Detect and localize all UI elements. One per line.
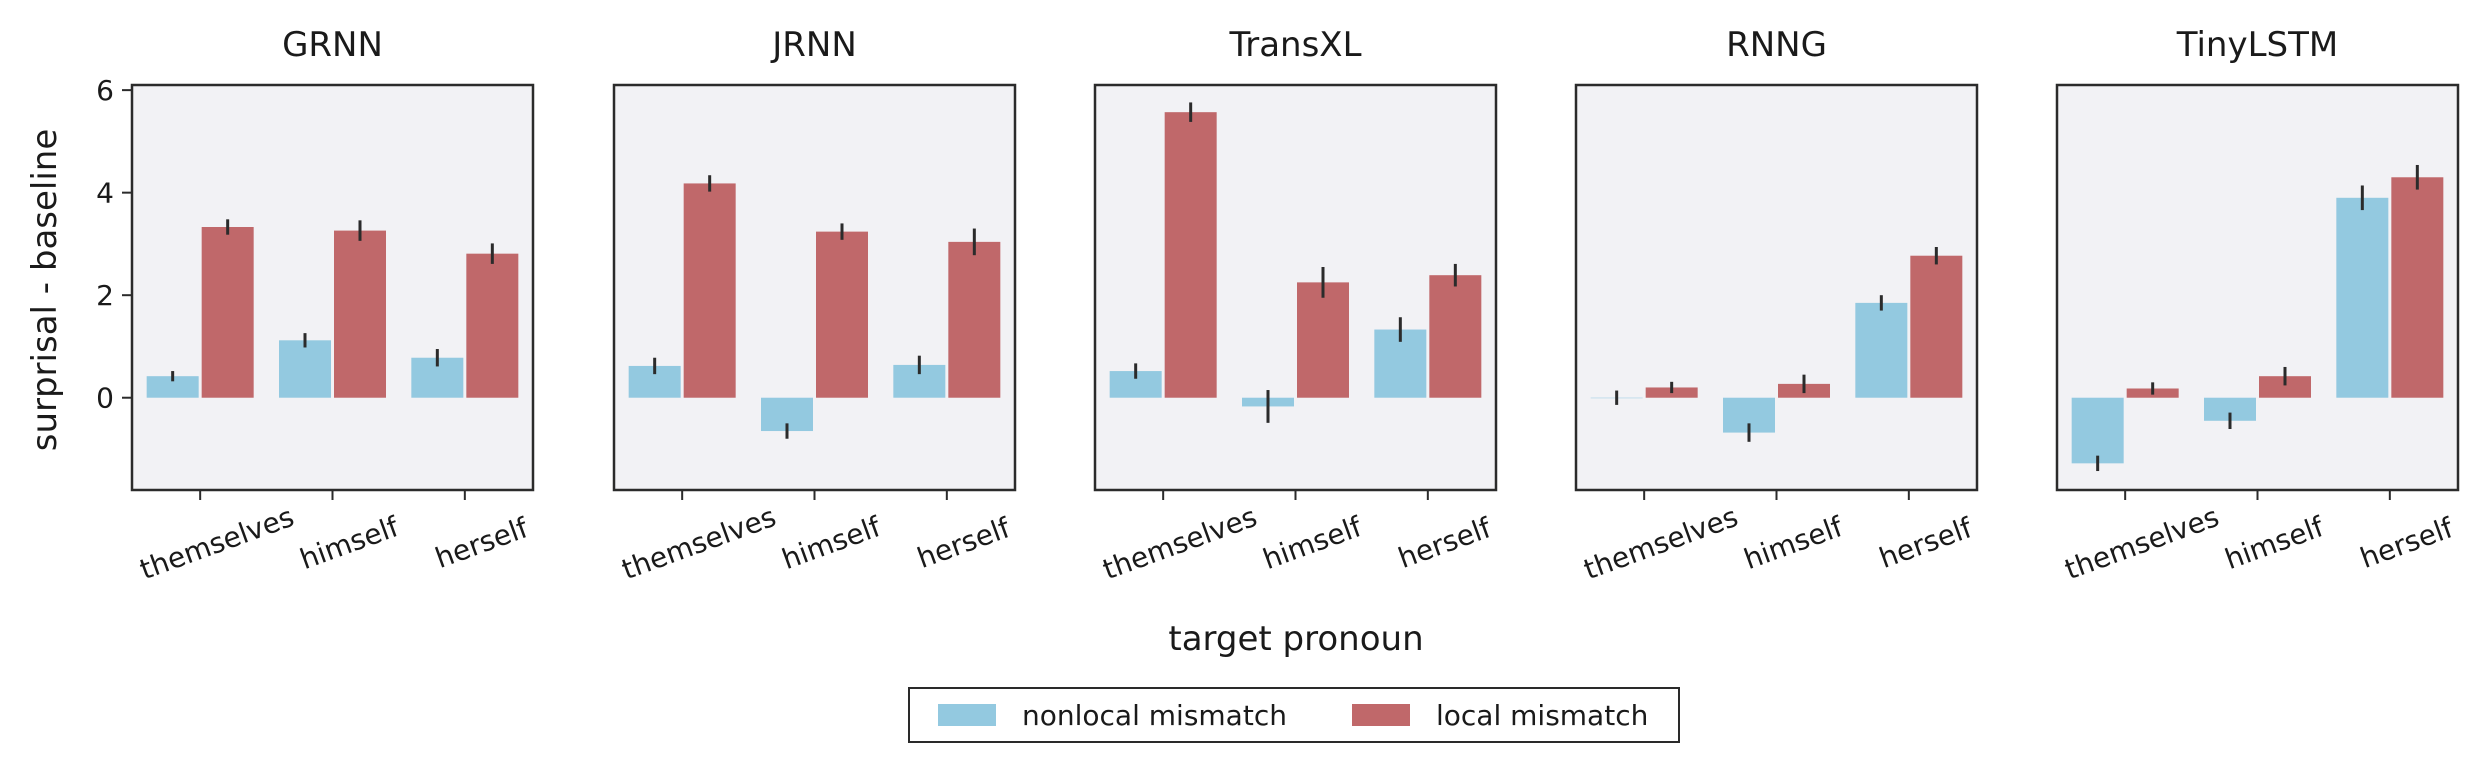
bar-local-himself xyxy=(2259,376,2311,398)
plot-area xyxy=(132,85,533,490)
legend-label-nonlocal: nonlocal mismatch xyxy=(1022,698,1287,732)
bar-local-herself xyxy=(1429,275,1482,398)
plot-area xyxy=(1576,85,1977,490)
legend-item-nonlocal: nonlocal mismatch xyxy=(938,689,1287,741)
y-tick-label: 6 xyxy=(96,74,114,107)
x-tick-label: themselves xyxy=(136,500,299,586)
y-tick-label: 2 xyxy=(96,279,114,312)
legend-item-local: local mismatch xyxy=(1352,689,1648,741)
bar-nonlocal-himself xyxy=(2204,397,2256,421)
legend-swatch-local xyxy=(1352,704,1410,726)
panel-title: JRNN xyxy=(770,25,857,65)
panel-frame xyxy=(1093,83,1498,492)
y-tick-label: 0 xyxy=(96,382,114,415)
x-tick-label: himself xyxy=(2221,510,2329,576)
bar-local-themselves xyxy=(201,227,254,398)
legend-swatch-nonlocal xyxy=(938,704,996,726)
bar-nonlocal-themselves xyxy=(2071,397,2124,464)
bar-local-himself xyxy=(1297,282,1349,398)
x-tick-label: himself xyxy=(778,510,886,576)
x-tick-label: herself xyxy=(913,511,1016,575)
bar-local-themselves xyxy=(683,183,736,398)
x-tick-label: herself xyxy=(431,511,534,575)
plot-area xyxy=(614,85,1015,490)
panel-frame xyxy=(130,83,535,492)
bar-nonlocal-herself xyxy=(2336,197,2389,398)
plot-area xyxy=(1095,85,1496,490)
x-tick-label: himself xyxy=(1259,510,1367,576)
x-tick-label: themselves xyxy=(618,500,781,586)
panel-title: TinyLSTM xyxy=(2176,25,2338,65)
bar-local-themselves xyxy=(1164,112,1217,398)
y-axis-label: surprisal - baseline xyxy=(25,129,65,452)
panel-title: GRNN xyxy=(282,25,383,65)
bar-local-herself xyxy=(1910,255,1963,398)
x-tick-label: herself xyxy=(1875,511,1978,575)
x-tick-label: himself xyxy=(296,510,404,576)
bar-local-herself xyxy=(2391,177,2444,398)
panel-frame xyxy=(612,83,1017,492)
x-axis-label: target pronoun xyxy=(1168,619,1423,659)
bar-nonlocal-themselves xyxy=(146,376,199,398)
bar-nonlocal-himself xyxy=(279,340,331,398)
bar-local-himself xyxy=(816,231,868,398)
bar-local-himself xyxy=(334,230,386,398)
x-tick-label: herself xyxy=(2356,511,2459,575)
x-tick-label: himself xyxy=(1740,510,1848,576)
legend-label-local: local mismatch xyxy=(1436,698,1649,732)
bar-local-herself xyxy=(466,253,519,398)
y-tick-label: 4 xyxy=(96,177,114,210)
panel-frame xyxy=(1574,83,1979,492)
bar-nonlocal-herself xyxy=(1855,302,1908,398)
x-tick-label: herself xyxy=(1394,511,1497,575)
panel-title: RNNG xyxy=(1726,25,1827,65)
bar-local-herself xyxy=(948,241,1001,398)
panel-frame xyxy=(2055,83,2460,492)
plot-area xyxy=(2057,85,2458,490)
x-tick-label: themselves xyxy=(1099,500,1262,586)
x-tick-label: themselves xyxy=(2061,500,2224,586)
legend: nonlocal mismatch local mismatch xyxy=(908,687,1680,743)
x-tick-label: themselves xyxy=(1580,500,1743,586)
panel-title: TransXL xyxy=(1228,25,1361,65)
